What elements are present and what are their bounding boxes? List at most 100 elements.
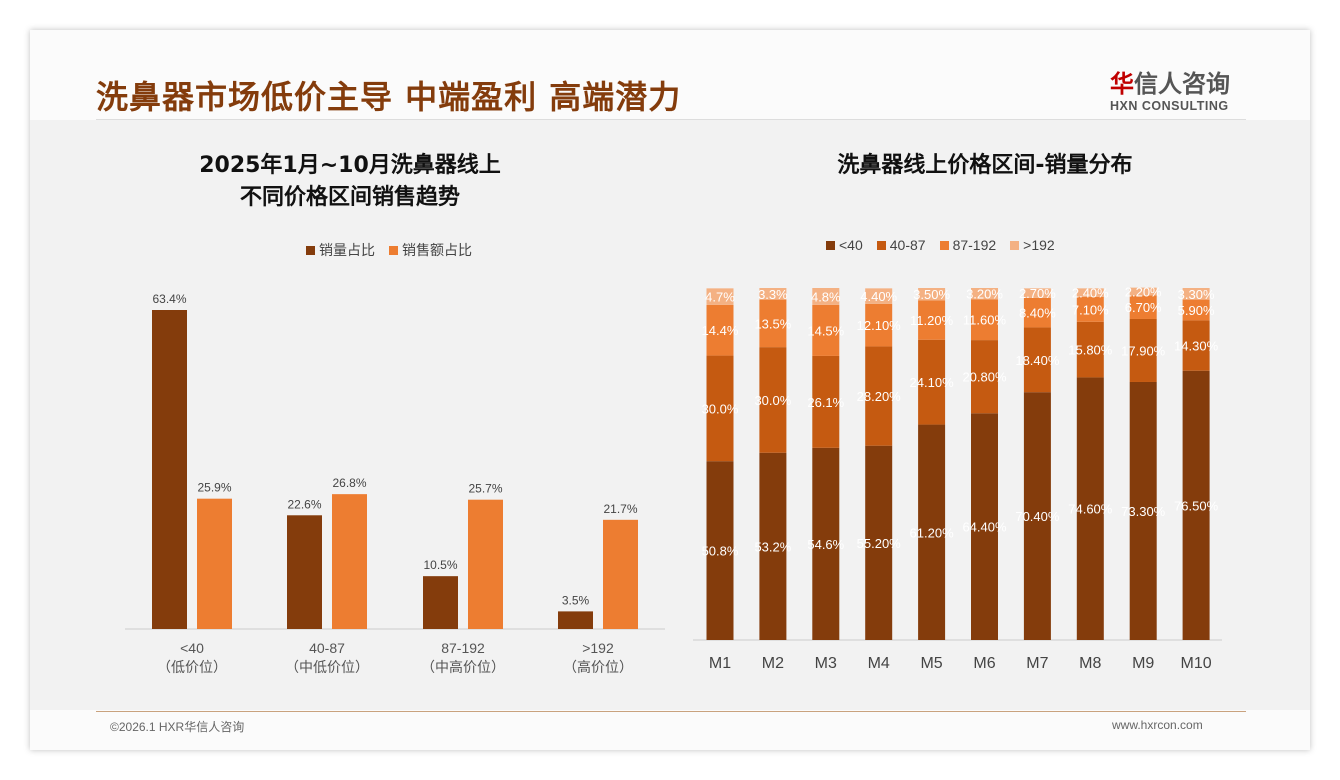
data-label: 24.10% <box>910 375 955 390</box>
data-label: 53.2% <box>754 539 791 554</box>
legend-swatch <box>939 241 949 250</box>
bar <box>423 576 458 629</box>
data-label: 15.80% <box>1068 343 1113 358</box>
x-tick-sublabel: （高价位） <box>563 659 633 675</box>
data-label: 11.60% <box>963 313 1007 328</box>
header-divider <box>96 119 1246 120</box>
data-label: 11.20% <box>910 313 954 328</box>
stacked-bar-segment <box>759 452 787 640</box>
legend-label: 销售额占比 <box>402 242 472 258</box>
left-chart-title-line1: 2025年1月~10月洗鼻器线上 <box>199 153 501 178</box>
legend-label: <40 <box>839 237 863 253</box>
stacked-bar-segment <box>759 347 787 453</box>
stacked-bar-segment <box>1076 377 1104 640</box>
stacked-bar-segment <box>1129 381 1157 640</box>
bar <box>152 310 187 629</box>
data-label: 10.5% <box>423 558 457 572</box>
data-label: 12.10% <box>857 318 902 333</box>
data-label: 3.30% <box>1178 287 1215 302</box>
stacked-bar-segment <box>812 304 840 356</box>
x-tick-label: M5 <box>920 655 942 672</box>
data-label: 76.50% <box>1174 498 1219 513</box>
data-label: 13.5% <box>754 316 791 331</box>
data-label: 5.90% <box>1178 303 1215 318</box>
stacked-bar-segment <box>971 340 998 414</box>
stacked-bar-segment <box>918 288 946 301</box>
legend-swatch <box>826 241 835 250</box>
stacked-bar-segment <box>971 288 998 300</box>
bar <box>603 519 638 629</box>
data-label: 18.40% <box>1015 353 1060 368</box>
stacked-bar-segment <box>706 304 734 356</box>
stacked-bar-segment <box>759 299 787 348</box>
stacked-bar-segment <box>1023 288 1051 298</box>
x-tick-label: M3 <box>815 655 837 672</box>
logo-mark: 华 <box>1110 70 1134 98</box>
stacked-bar-segment <box>971 413 998 640</box>
stacked-bar-segment <box>706 461 734 640</box>
stacked-bar-segment <box>865 288 893 304</box>
bar <box>332 494 367 629</box>
left-chart-title: 2025年1月~10月洗鼻器线上 不同价格区间销售趋势 <box>150 150 550 214</box>
data-label: 4.40% <box>860 289 897 304</box>
stacked-bar-segment <box>971 299 998 341</box>
data-label: 26.1% <box>807 395 844 410</box>
data-label: 54.6% <box>807 537 844 552</box>
bar <box>558 611 593 629</box>
x-tick-label: M1 <box>709 655 731 672</box>
data-label: 7.10% <box>1072 302 1109 317</box>
x-tick-label: 40-87 <box>309 640 345 656</box>
data-label: 3.20% <box>966 287 1003 302</box>
legend-label: >192 <box>1023 237 1055 253</box>
x-tick-label: <40 <box>180 640 204 656</box>
stacked-bar-segment <box>706 288 734 305</box>
page-title: 洗鼻器市场低价主导 中端盈利 高端潜力 <box>96 78 682 116</box>
legend-label: 销量占比 <box>319 242 375 258</box>
data-label: 22.6% <box>287 497 321 511</box>
data-label: 26.8% <box>332 476 366 490</box>
stacked-bar-segment <box>865 303 893 347</box>
legend-item: <40 <box>826 237 863 253</box>
data-label: 2.70% <box>1019 286 1056 301</box>
x-tick-label: M7 <box>1026 655 1048 672</box>
x-tick-sublabel: （中高价位） <box>421 659 505 675</box>
stacked-bar-segment <box>812 447 840 640</box>
left-chart-title-line2: 不同价格区间销售趋势 <box>239 185 460 210</box>
stacked-bar-segment <box>1182 370 1210 640</box>
data-label: 25.9% <box>197 481 231 495</box>
data-label: 55.20% <box>857 536 902 551</box>
bar <box>287 515 322 629</box>
stacked-bar-segment <box>1182 299 1210 321</box>
data-label: 2.40% <box>1072 286 1109 301</box>
data-label: 3.5% <box>562 593 590 607</box>
data-label: 28.20% <box>857 389 902 404</box>
data-label: 30.0% <box>754 393 791 408</box>
stacked-bar-segment <box>1023 297 1051 328</box>
data-label: 14.4% <box>702 323 739 338</box>
stacked-bar-segment <box>1023 327 1051 393</box>
right-chart-title: 洗鼻器线上价格区间-销量分布 <box>837 153 1133 178</box>
left-chart: 63.4% 25.9% <40 （低价位） 22.6% 26.8% 40-87 （中低价位） 1… <box>125 285 1222 675</box>
stacked-bar-segment <box>1076 288 1104 297</box>
data-label: 8.40% <box>1019 306 1056 321</box>
bar <box>197 498 232 629</box>
x-tick-sublabel: （低价位） <box>157 659 227 675</box>
data-label: 4.7% <box>705 290 735 305</box>
stacked-bar-segment <box>1182 320 1210 371</box>
data-label: 3.50% <box>913 287 950 302</box>
stacked-bar-segment <box>812 355 840 448</box>
logo-text: 信人咨询 <box>1134 70 1230 98</box>
x-tick-label: M4 <box>868 655 890 672</box>
stacked-bar-segment <box>1076 321 1104 378</box>
stacked-bar-segment <box>759 288 787 300</box>
stacked-bar-segment <box>865 346 893 446</box>
legend-item: 销售额占比 <box>389 240 472 260</box>
legend-item: 87-192 <box>939 237 996 253</box>
x-tick-label: M10 <box>1181 655 1212 672</box>
stacked-bar-segment <box>1023 392 1051 640</box>
legend-swatch <box>876 241 886 250</box>
slide: 洗鼻器市场低价主导 中端盈利 高端潜力 华信人咨询 HXN CONSULTING… <box>30 30 1310 750</box>
bar <box>468 499 503 629</box>
x-tick-label: M2 <box>762 655 784 672</box>
legend-label: 40-87 <box>889 237 926 253</box>
